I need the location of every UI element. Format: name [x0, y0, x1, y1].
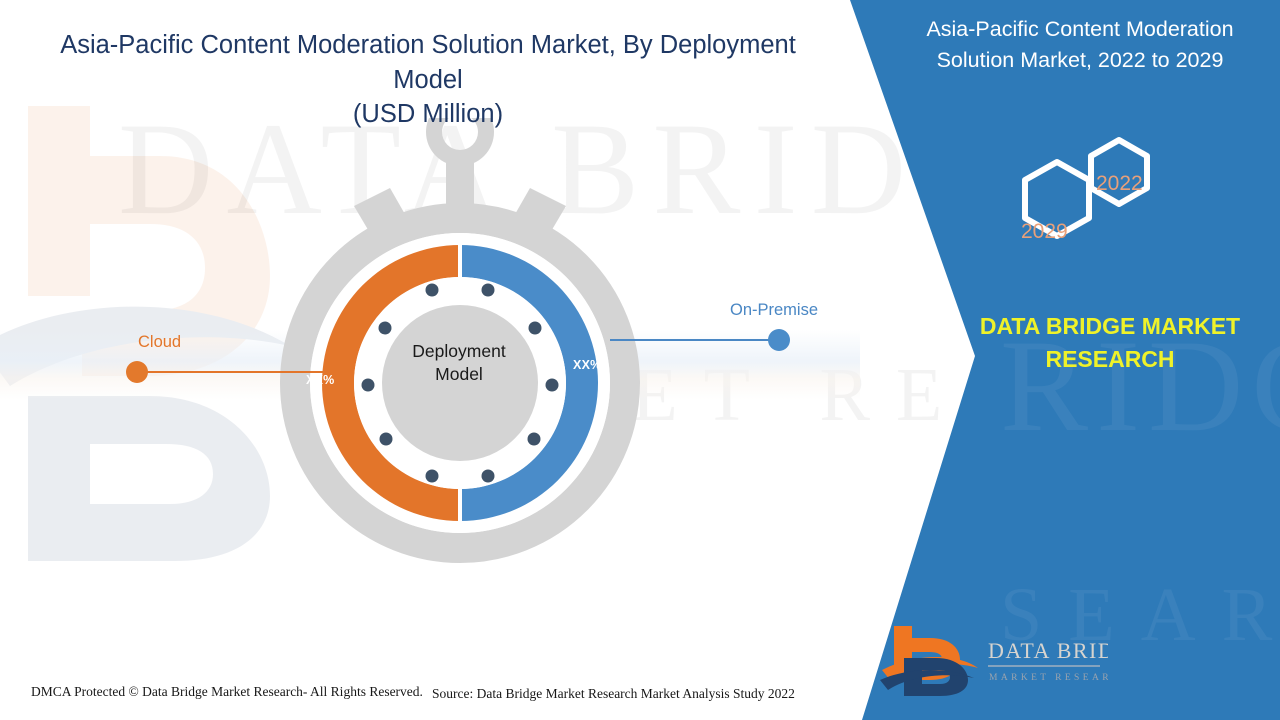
callout-knob-cloud: [126, 361, 148, 383]
hexagon-badges: [1022, 137, 1150, 239]
callout-line-on-premise: [610, 339, 770, 341]
segment-percent-cloud: XX%: [306, 373, 335, 387]
svg-text:RIDGE: RIDGE: [1000, 312, 1280, 459]
data-bridge-logo-icon: DATA BRIDGE MARKET RESEARCH: [880, 626, 1108, 696]
brand-name: DATA BRIDGE MARKET RESEARCH: [965, 310, 1255, 375]
donut-segment-cloud[interactable]: [322, 245, 460, 521]
dial-center-hub: [382, 305, 538, 461]
brand-name-line-2: RESEARCH: [1045, 345, 1175, 372]
footer-source-note: Source: Data Bridge Market Research Mark…: [432, 686, 795, 701]
chart-title: Asia-Pacific Content Moderation Solution…: [28, 28, 828, 132]
donut-chart: [280, 118, 640, 563]
callout-label-on-premise: On-Premise: [730, 301, 819, 319]
svg-text:SEARCH: SEARCH: [1000, 573, 1280, 657]
hexagon-2022-icon: [1088, 137, 1150, 207]
callout-label-cloud: Cloud: [138, 333, 182, 351]
hexagon-year-2022: 2022: [1096, 172, 1143, 195]
logo-wordmark-bottom: MARKET RESEARCH: [989, 673, 1108, 683]
donut-segment-on-premise[interactable]: [460, 245, 598, 521]
right-panel-title: Asia-Pacific Content Moderation Solution…: [926, 17, 1234, 72]
chart-title-line-2: (USD Million): [352, 100, 504, 129]
chart-title-line-1: Asia-Pacific Content Moderation Solution…: [60, 31, 796, 94]
logo-wordmark-top: DATA BRIDGE: [988, 638, 1108, 663]
hexagon-2029-icon: [1022, 159, 1092, 239]
hexagon-year-2029: 2029: [1021, 220, 1068, 243]
callout-knob-on-premise: [768, 329, 790, 351]
segment-percent-on-premise: XX%: [573, 358, 602, 372]
footer-dmca-notice: DMCA Protected © Data Bridge Market Rese…: [31, 684, 423, 699]
brand-name-line-1: DATA BRIDGE MARKET: [979, 313, 1241, 339]
